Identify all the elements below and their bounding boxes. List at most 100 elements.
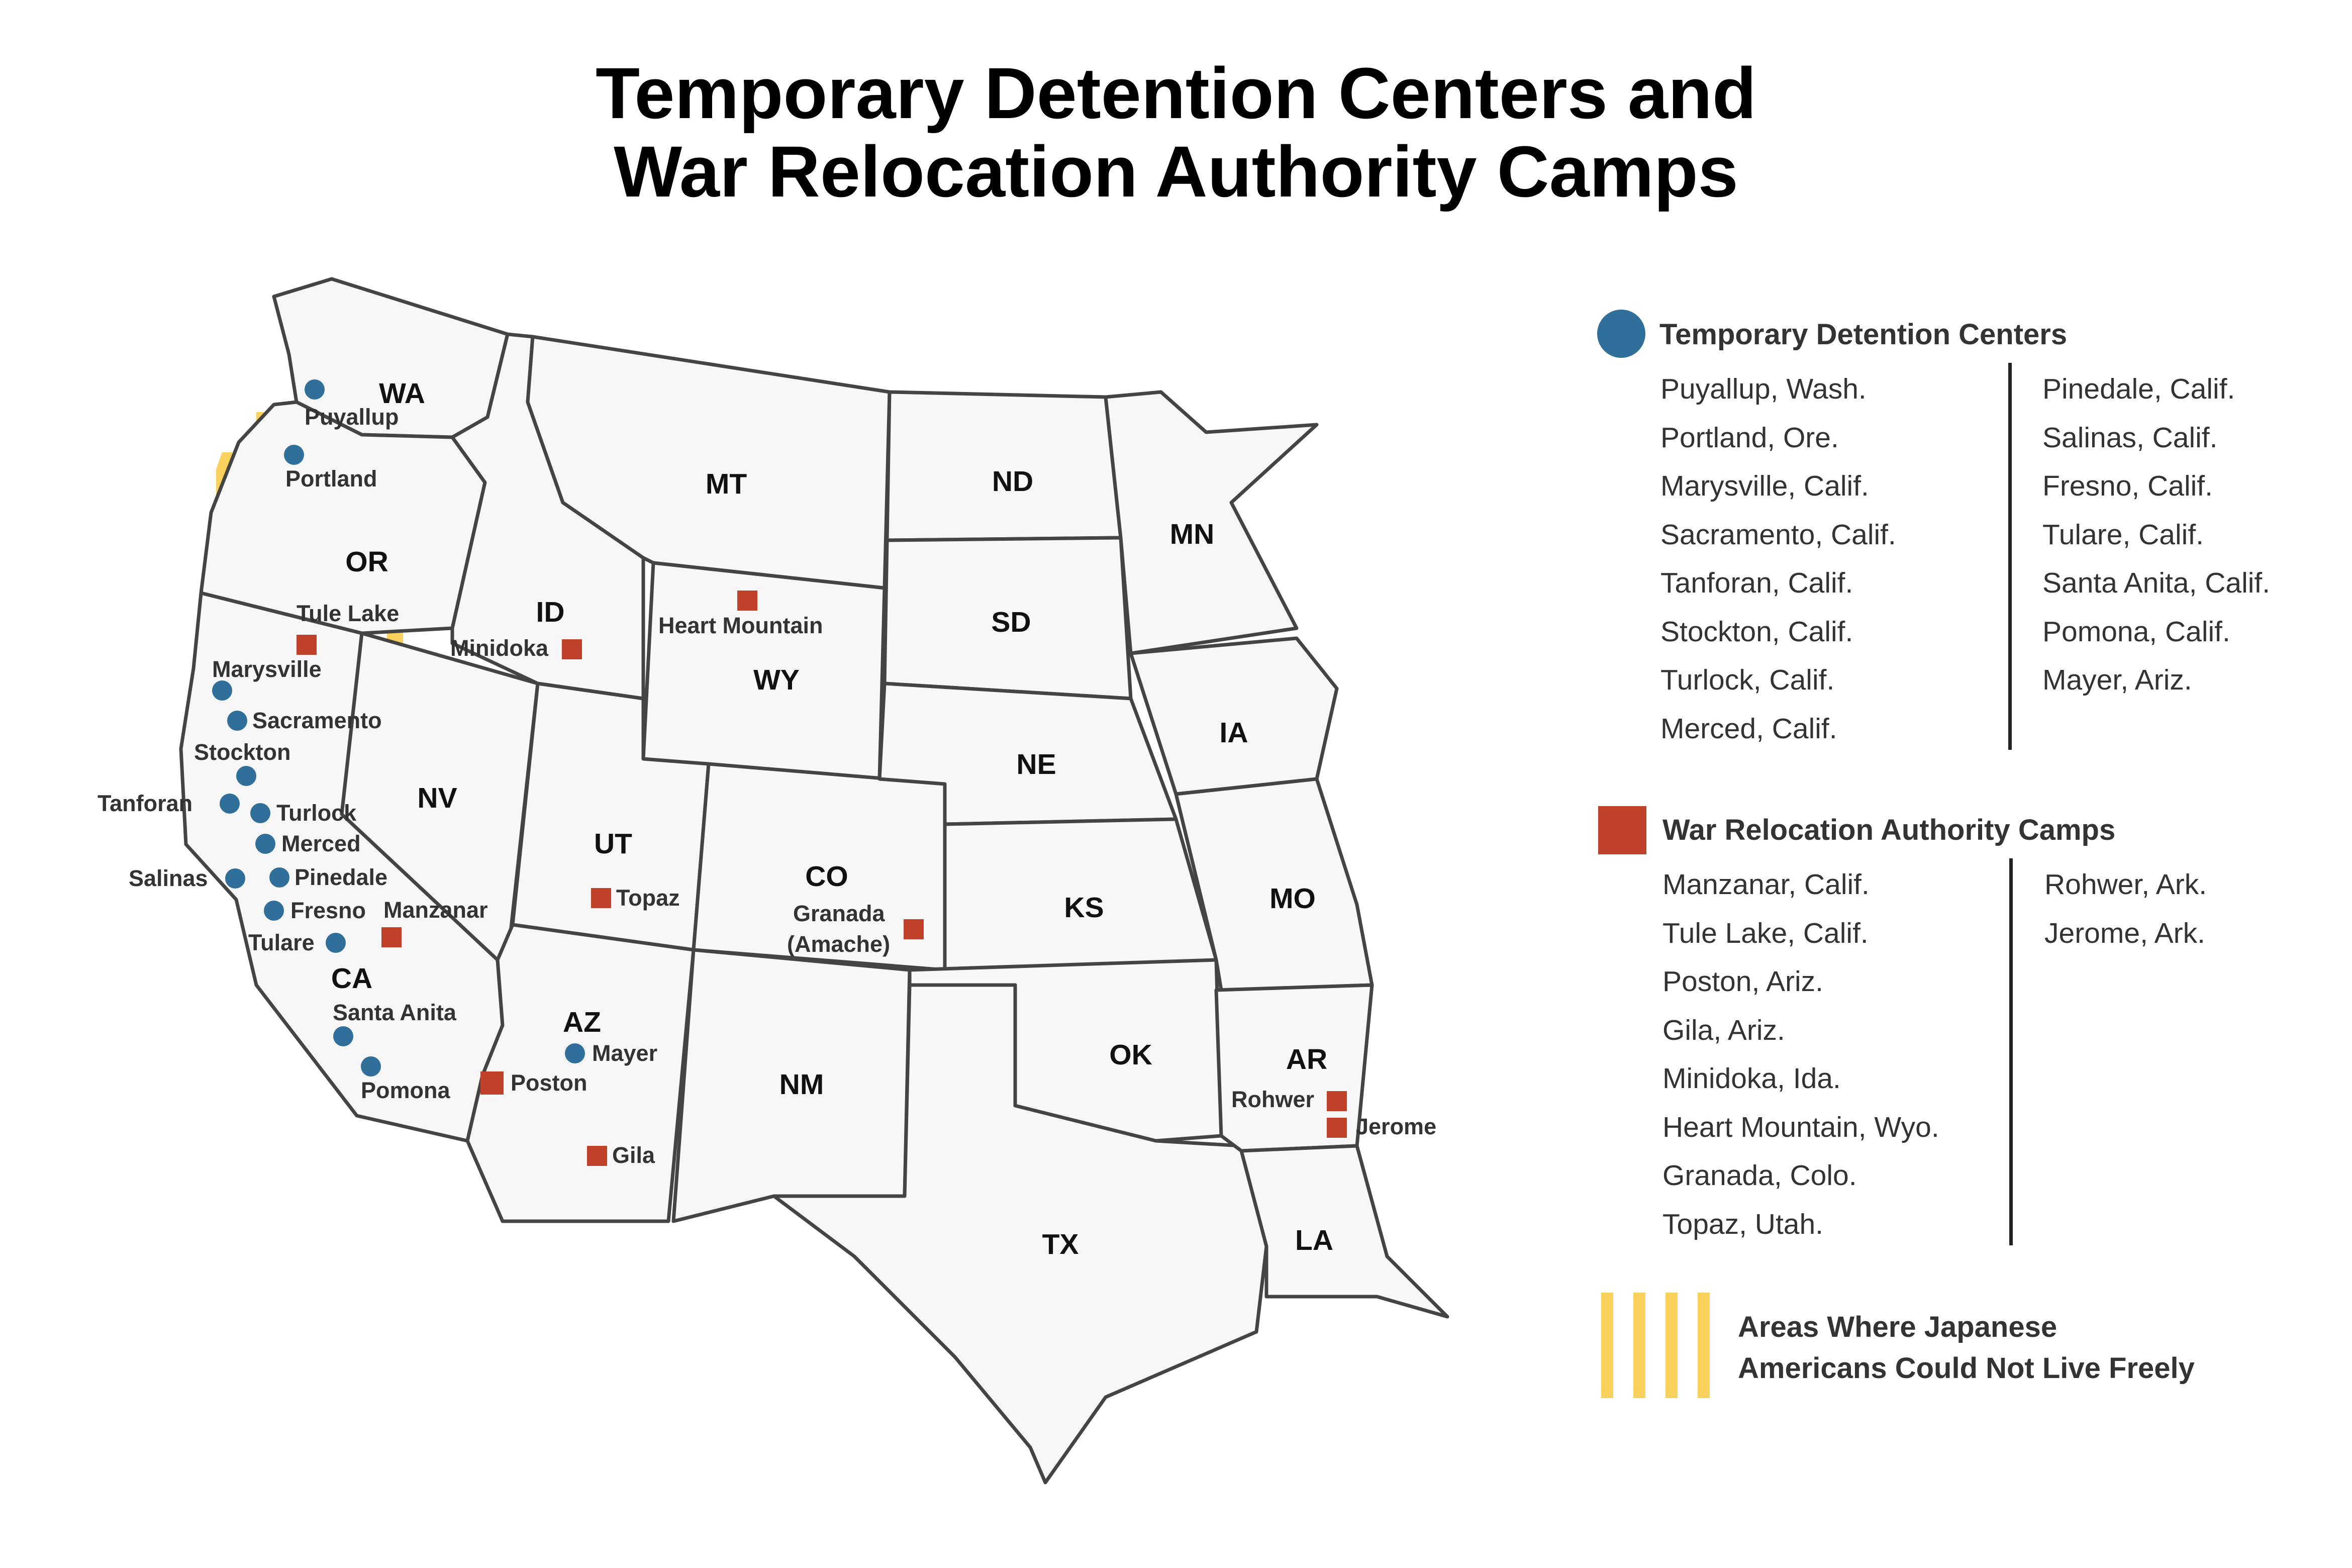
wra-camp-labels: Tule Lake Minidoka Heart Mountain Manzan… [297, 601, 1436, 1168]
map-title: Temporary Detention Centers and War Relo… [0, 54, 2352, 211]
list-item: Portland, Ore. [1660, 421, 1839, 454]
list-item: Poston, Ariz. [1662, 965, 1823, 998]
list-item: Mayer, Ariz. [2042, 664, 2192, 696]
legend-wra-heading: War Relocation Authority Camps [1662, 814, 2116, 846]
map-title-line2: War Relocation Authority Camps [614, 131, 1738, 212]
state-label-ne: NE [1016, 748, 1056, 780]
label-amache: (Amache) [787, 931, 890, 957]
list-item: Marysville, Calif. [1660, 470, 1869, 502]
label-manzanar: Manzanar [383, 897, 488, 923]
list-item: Sacramento, Calif. [1660, 518, 1896, 551]
label-tanforan: Tanforan [97, 791, 192, 816]
label-gila: Gila [612, 1142, 655, 1168]
list-item: Merced, Calif. [1660, 712, 1837, 745]
label-turlock: Turlock [276, 800, 357, 826]
state-label-wy: WY [753, 664, 800, 696]
marker-rohwer[interactable] [1327, 1091, 1347, 1111]
list-item: Jerome, Ark. [2044, 917, 2205, 949]
marker-sacramento[interactable] [227, 711, 247, 731]
legend-exclusion-line2: Americans Could Not Live Freely [1738, 1352, 2195, 1385]
state-label-ia: IA [1220, 717, 1248, 749]
label-marysville: Marysville [212, 656, 322, 682]
marker-salinas[interactable] [225, 868, 245, 889]
legend-wra-divider [2009, 858, 2013, 1245]
label-portland: Portland [285, 466, 377, 492]
label-tule-lake: Tule Lake [297, 601, 399, 626]
marker-minidoka[interactable] [562, 639, 582, 659]
legend-exclusion-line1: Areas Where Japanese [1738, 1311, 2057, 1343]
state-mn [1104, 390, 1319, 655]
list-item: Santa Anita, Calif. [2042, 567, 2271, 599]
state-or [199, 400, 487, 635]
marker-turlock[interactable] [250, 803, 270, 823]
detention-center-markers [212, 379, 585, 1076]
marker-tulare[interactable] [326, 933, 346, 953]
marker-pomona[interactable] [361, 1056, 381, 1076]
state-ia [1129, 636, 1339, 796]
marker-portland[interactable] [284, 445, 304, 465]
label-tulare: Tulare [248, 930, 315, 955]
list-item: Puyallup, Wash. [1660, 373, 1867, 405]
state-label-az: AZ [563, 1006, 601, 1038]
list-item: Manzanar, Calif. [1662, 868, 1870, 901]
list-item: Gila, Ariz. [1662, 1014, 1785, 1046]
state-shapes [179, 277, 1449, 1485]
marker-gila[interactable] [587, 1146, 607, 1166]
marker-stockton[interactable] [236, 766, 256, 786]
label-merced: Merced [281, 831, 361, 856]
label-rohwer: Rohwer [1231, 1087, 1314, 1112]
state-label-ut: UT [594, 828, 632, 860]
list-item: Turlock, Calif. [1660, 664, 1835, 696]
marker-heart-mountain[interactable] [737, 591, 757, 611]
label-puyallup: Puyallup [305, 404, 399, 430]
marker-mayer[interactable] [565, 1043, 585, 1063]
label-jerome: Jerome [1356, 1114, 1436, 1139]
marker-topaz[interactable] [591, 888, 611, 908]
label-pinedale: Pinedale [295, 864, 387, 890]
label-stockton: Stockton [194, 739, 291, 765]
marker-jerome[interactable] [1327, 1118, 1347, 1138]
marker-granada[interactable] [904, 919, 924, 939]
list-item: Tanforan, Calif. [1660, 567, 1853, 599]
marker-pinedale[interactable] [269, 867, 289, 888]
state-label-ar: AR [1286, 1043, 1327, 1075]
legend-wra-list-2: Rohwer, Ark. Jerome, Ark. [2044, 860, 2207, 957]
state-label-la: LA [1295, 1224, 1333, 1256]
state-la [1239, 1144, 1449, 1319]
legend-detention-list-2: Pinedale, Calif. Salinas, Calif. Fresno,… [2042, 365, 2270, 705]
label-topaz: Topaz [616, 885, 680, 911]
list-item: Tule Lake, Calif. [1662, 917, 1869, 949]
state-label-sd: SD [991, 606, 1031, 638]
list-item: Fresno, Calif. [2042, 470, 2213, 502]
state-label-mo: MO [1269, 883, 1316, 915]
state-label-or: OR [345, 546, 388, 578]
label-santa-anita: Santa Anita [333, 1000, 457, 1025]
marker-poston[interactable] [480, 1071, 504, 1095]
legend-detention-divider [2008, 363, 2012, 750]
label-fresno: Fresno [290, 898, 366, 923]
legend-detention-list-1: Puyallup, Wash. Portland, Ore. Marysvill… [1660, 365, 1896, 753]
wra-camp-markers [297, 591, 1347, 1166]
list-item: Tulare, Calif. [2042, 518, 2204, 551]
legend-detention-dot-icon [1597, 310, 1645, 358]
legend-exclusion-stripes-icon [1601, 1293, 1712, 1398]
marker-marysville[interactable] [212, 680, 232, 701]
state-label-mt: MT [706, 468, 747, 500]
marker-tule-lake[interactable] [297, 635, 317, 655]
marker-tanforan[interactable] [220, 794, 240, 814]
state-label-ok: OK [1109, 1039, 1152, 1071]
marker-manzanar[interactable] [381, 927, 402, 947]
label-minidoka: Minidoka [450, 635, 549, 661]
list-item: Pinedale, Calif. [2042, 373, 2235, 405]
marker-merced[interactable] [255, 834, 275, 854]
list-item: Stockton, Calif. [1660, 615, 1853, 648]
state-label-id: ID [536, 596, 565, 628]
marker-fresno[interactable] [264, 901, 284, 921]
state-label-ca: CA [331, 962, 372, 995]
label-sacramento: Sacramento [252, 708, 382, 733]
marker-puyallup[interactable] [305, 379, 325, 400]
label-mayer: Mayer [592, 1040, 657, 1066]
marker-santa-anita[interactable] [333, 1026, 353, 1046]
list-item: Heart Mountain, Wyo. [1662, 1111, 1939, 1143]
